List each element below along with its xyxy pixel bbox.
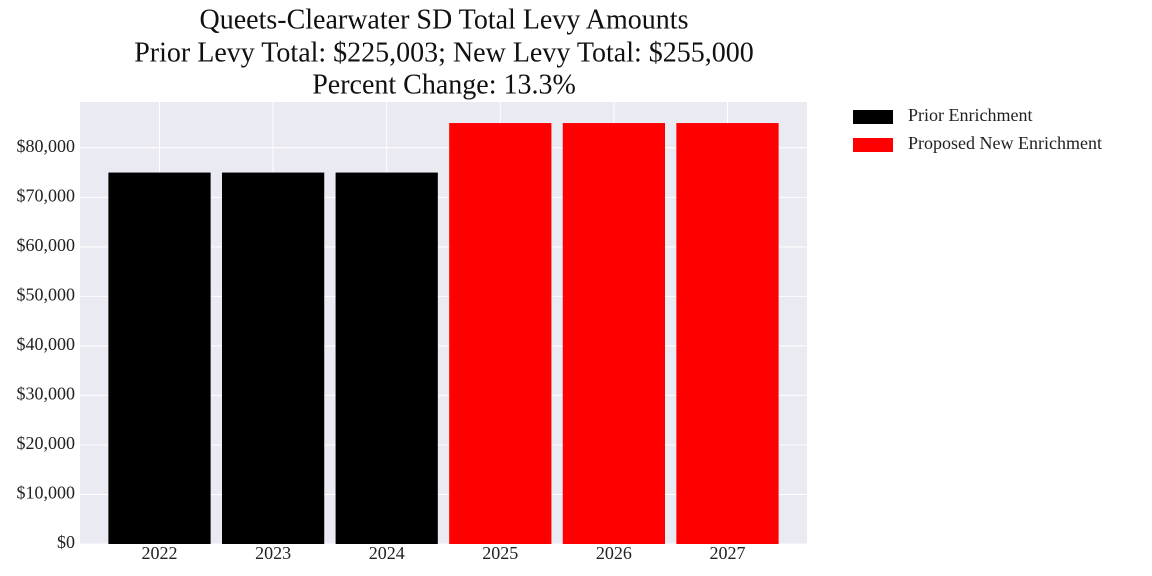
y-tick-label: $10,000 xyxy=(17,483,76,503)
y-tick-label: $50,000 xyxy=(17,285,76,305)
x-tick-label: 2023 xyxy=(255,543,291,563)
y-tick-label: $60,000 xyxy=(17,235,76,255)
x-tick-label: 2026 xyxy=(596,543,632,563)
y-tick-label: $70,000 xyxy=(17,185,76,205)
chart-title: Queets-Clearwater SD Total Levy Amounts xyxy=(200,4,689,35)
bar xyxy=(676,123,779,545)
y-tick-label: $0 xyxy=(57,532,75,552)
y-tick-label: $30,000 xyxy=(17,384,76,404)
x-tick-label: 2025 xyxy=(482,543,518,563)
legend-swatch xyxy=(853,110,893,124)
x-tick-label: 2022 xyxy=(142,543,178,563)
chart-subtitle: Prior Levy Total: $225,003; New Levy Tot… xyxy=(134,37,754,68)
bar xyxy=(562,123,666,545)
y-tick-label: $20,000 xyxy=(17,433,76,453)
legend-label: Proposed New Enrichment xyxy=(908,133,1102,153)
chart-subtitle: Percent Change: 13.3% xyxy=(312,69,576,100)
bar xyxy=(221,172,325,545)
y-tick-label: $40,000 xyxy=(17,334,76,354)
x-tick-label: 2027 xyxy=(709,543,745,563)
legend-label: Prior Enrichment xyxy=(908,105,1032,125)
x-tick-label: 2024 xyxy=(369,543,405,563)
legend-swatch xyxy=(853,138,893,152)
bar xyxy=(335,172,438,545)
y-tick-label: $80,000 xyxy=(17,136,76,156)
bar xyxy=(449,123,552,545)
bar xyxy=(108,172,211,545)
